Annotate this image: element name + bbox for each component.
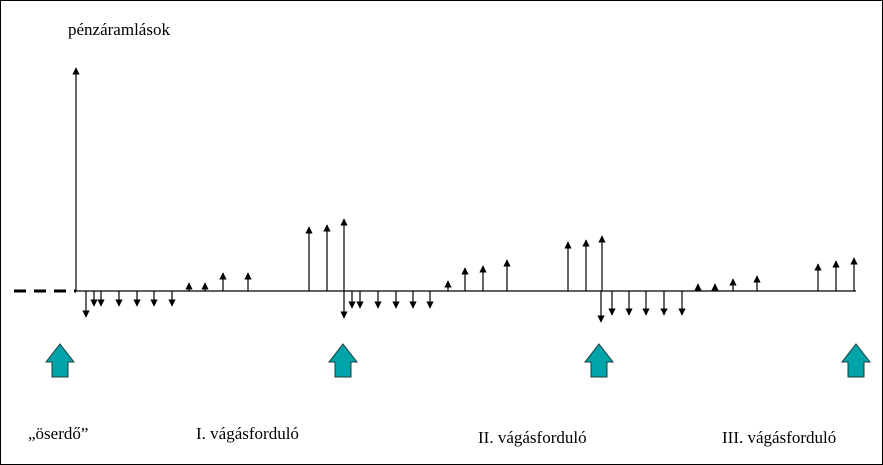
rotation-start-arrow-icon bbox=[44, 343, 76, 378]
rotation-markers bbox=[44, 343, 872, 378]
label-rotation-1: I. vágásforduló bbox=[196, 424, 299, 443]
rotation-start-arrow-icon bbox=[327, 343, 359, 378]
diagram-title: pénzáramlások bbox=[68, 20, 170, 39]
label-rotation-3: III. vágásforduló bbox=[722, 428, 837, 447]
rotation-start-arrow-icon bbox=[840, 343, 872, 378]
rotation-start-arrow-icon bbox=[583, 343, 615, 378]
label-rotation-2: II. vágásforduló bbox=[478, 428, 587, 447]
label-old-forest: „öserdő” bbox=[28, 424, 89, 443]
cashflow-arrows bbox=[82, 218, 858, 323]
